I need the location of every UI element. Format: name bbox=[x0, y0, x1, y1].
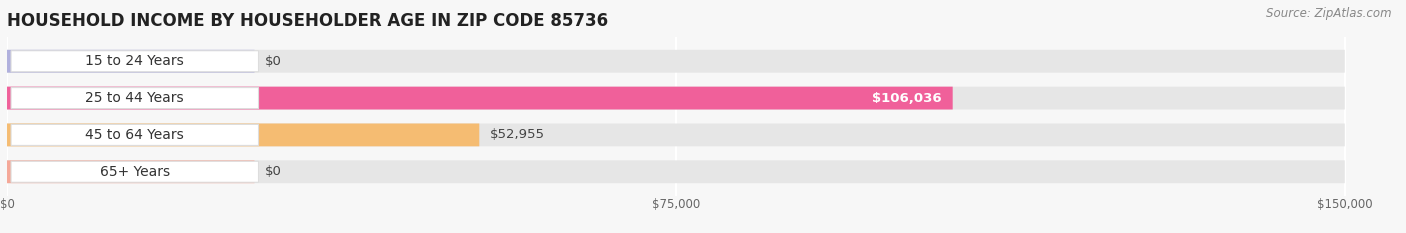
FancyBboxPatch shape bbox=[7, 87, 1344, 110]
Text: $0: $0 bbox=[266, 165, 283, 178]
Text: 65+ Years: 65+ Years bbox=[100, 165, 170, 179]
FancyBboxPatch shape bbox=[7, 160, 254, 183]
FancyBboxPatch shape bbox=[7, 123, 1344, 146]
FancyBboxPatch shape bbox=[11, 124, 259, 145]
Text: 15 to 24 Years: 15 to 24 Years bbox=[86, 54, 184, 68]
FancyBboxPatch shape bbox=[7, 50, 254, 73]
FancyBboxPatch shape bbox=[11, 51, 259, 72]
Text: 45 to 64 Years: 45 to 64 Years bbox=[86, 128, 184, 142]
FancyBboxPatch shape bbox=[11, 161, 259, 182]
Text: $52,955: $52,955 bbox=[491, 128, 546, 141]
FancyBboxPatch shape bbox=[7, 160, 1344, 183]
FancyBboxPatch shape bbox=[7, 123, 479, 146]
Text: $0: $0 bbox=[266, 55, 283, 68]
Text: HOUSEHOLD INCOME BY HOUSEHOLDER AGE IN ZIP CODE 85736: HOUSEHOLD INCOME BY HOUSEHOLDER AGE IN Z… bbox=[7, 12, 609, 30]
FancyBboxPatch shape bbox=[7, 50, 1344, 73]
Text: $106,036: $106,036 bbox=[872, 92, 942, 105]
FancyBboxPatch shape bbox=[11, 88, 259, 109]
Text: Source: ZipAtlas.com: Source: ZipAtlas.com bbox=[1267, 7, 1392, 20]
Text: 25 to 44 Years: 25 to 44 Years bbox=[86, 91, 184, 105]
FancyBboxPatch shape bbox=[7, 87, 953, 110]
